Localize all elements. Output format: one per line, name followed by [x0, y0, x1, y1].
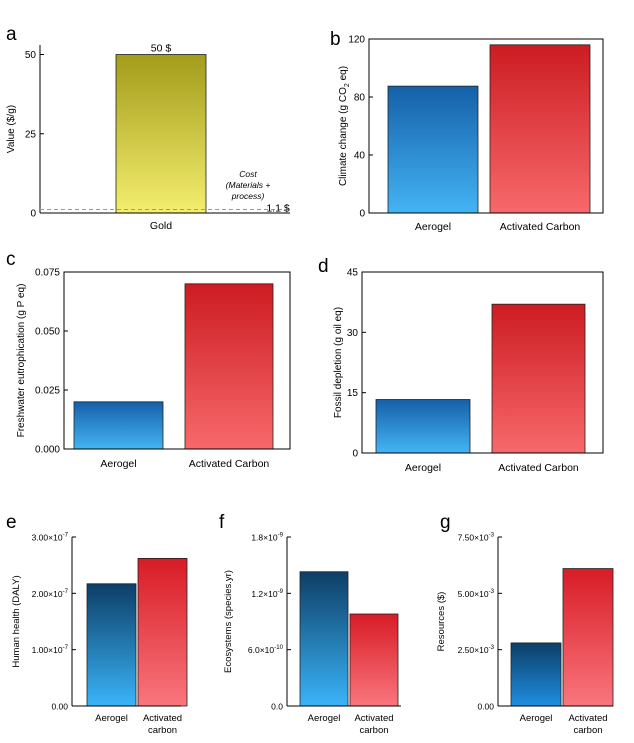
ylabel-a: Value ($/g): [6, 105, 17, 153]
xtick-label-f-1: Activated: [354, 713, 393, 724]
ytick-label-a-2: 50: [25, 50, 37, 61]
ylabel-b: Climate change (g CO2 eq): [338, 66, 351, 186]
ytick-label-f-1: 6.0×10-10: [248, 644, 284, 655]
ytick-label-b-3: 120: [348, 35, 365, 46]
xtick-label-b-1: Activated Carbon: [500, 221, 581, 233]
ytick-label-b-2: 80: [354, 93, 366, 104]
plot-frame-c: [63, 271, 291, 450]
ytick-label-c-2: 0.050: [35, 327, 60, 338]
ytick-label-d-1: 15: [347, 388, 359, 399]
annotation-a-2: process): [231, 191, 265, 201]
ytick-label-g-3: 7.50×10-3: [458, 532, 495, 543]
bar-f-1: [349, 613, 399, 707]
ytick-label-c-3: 0.075: [35, 268, 60, 279]
bar-b-1: [489, 44, 591, 214]
reference-line-label-a: 1.1 $: [266, 203, 290, 215]
ytick-label-f-2: 1.2×10-9: [251, 588, 283, 599]
ylabel-d: Fossil depletion (g oil eq): [333, 307, 344, 418]
panel-letter-c: c: [6, 249, 16, 270]
ytick-label-c-1: 0.025: [35, 386, 60, 397]
ytick-label-e-2: 2.00×10-7: [32, 588, 69, 599]
ylabel-g: Resources ($): [436, 592, 447, 652]
ytick-label-e-0: 0.00: [51, 702, 68, 712]
panel-letter-e: e: [6, 512, 17, 533]
xtick-label-f-1-1: carbon: [359, 725, 388, 736]
ytick-label-a-1: 25: [25, 129, 37, 140]
xtick-label-g-1: Activated: [568, 713, 607, 724]
ytick-label-e-1: 1.00×10-7: [32, 644, 69, 655]
xtick-label-c-0: Aerogel: [100, 458, 136, 470]
panel-letter-a: a: [6, 24, 17, 45]
ytick-label-c-0: 0.000: [35, 445, 60, 456]
bar-d-1: [491, 303, 586, 454]
panel-letter-f: f: [219, 512, 225, 533]
bar-d-0: [375, 399, 471, 454]
plot-frame-d: [361, 271, 604, 454]
ytick-label-e-3: 3.00×10-7: [32, 532, 69, 543]
ytick-label-f-0: 0.0: [271, 702, 283, 712]
xtick-label-g-0: Aerogel: [520, 713, 553, 724]
xtick-label-g-1-1: carbon: [573, 725, 602, 736]
bar-c-1: [184, 283, 274, 450]
xtick-label-e-1: Activated: [143, 713, 182, 724]
ylabel-e: Human health (DALY): [11, 575, 22, 667]
panel-letter-d: d: [318, 256, 329, 277]
ytick-label-d-0: 0: [352, 449, 358, 460]
ytick-label-d-3: 45: [347, 268, 359, 279]
bar-g-1: [562, 568, 614, 707]
plot-frame-b: [368, 38, 604, 214]
annotation-a-0: Cost: [239, 169, 257, 179]
xtick-label-a-0: Gold: [150, 220, 172, 232]
xtick-label-d-1: Activated Carbon: [498, 462, 579, 474]
ytick-label-b-0: 0: [359, 209, 365, 220]
ylabel-f: Ecosystems (species.yr): [223, 570, 234, 673]
ytick-label-d-2: 30: [347, 328, 359, 339]
bar-b-0: [387, 85, 479, 214]
panel-letter-b: b: [330, 29, 341, 50]
ylabel-c: Freshwater eutrophication (g P eq): [16, 284, 27, 438]
ytick-label-f-3: 1.8×10-9: [251, 532, 283, 543]
ytick-label-g-1: 2.50×10-3: [458, 644, 495, 655]
ytick-label-g-2: 5.00×10-3: [458, 588, 495, 599]
xtick-label-d-0: Aerogel: [405, 462, 441, 474]
xtick-label-b-0: Aerogel: [415, 221, 451, 233]
xtick-label-c-1: Activated Carbon: [189, 458, 270, 470]
bar-a-0: [115, 54, 207, 214]
annotation-a-1: (Materials +: [226, 180, 271, 190]
ytick-label-a-0: 0: [30, 209, 36, 220]
value-label-a: 50 $: [151, 43, 172, 55]
xtick-label-e-0: Aerogel: [95, 713, 128, 724]
xtick-label-f-0: Aerogel: [308, 713, 341, 724]
bar-e-1: [137, 558, 188, 707]
ytick-label-b-1: 40: [354, 151, 366, 162]
xtick-label-e-1-1: carbon: [148, 725, 177, 736]
bar-e-0: [86, 583, 137, 707]
bar-g-0: [510, 642, 562, 707]
bar-c-0: [73, 401, 164, 450]
ytick-label-g-0: 0.00: [477, 702, 494, 712]
bar-f-0: [299, 571, 349, 707]
panel-letter-g: g: [440, 512, 451, 533]
